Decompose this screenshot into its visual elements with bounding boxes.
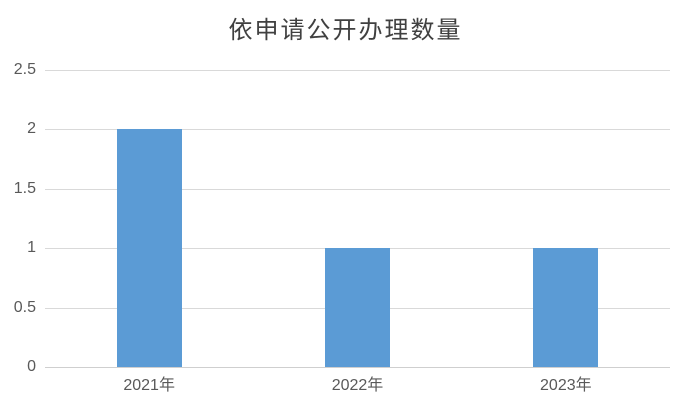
gridline — [45, 188, 670, 190]
y-tick-label: 1.5 — [13, 179, 36, 197]
x-tick-label: 2022年 — [331, 377, 384, 394]
bar-2022年 — [325, 248, 390, 367]
plot-area — [45, 70, 670, 368]
y-tick-label: 1 — [27, 239, 36, 257]
y-tick-label: 2.5 — [13, 61, 36, 78]
bar-2021年 — [116, 129, 182, 367]
y-tick-label: 0.5 — [13, 298, 36, 316]
x-axis: 2021年 2022年 2023年 — [45, 376, 670, 398]
y-tick-label: 0 — [27, 358, 36, 375]
y-tick-label: 2 — [27, 120, 36, 138]
gridline — [45, 70, 670, 71]
y-axis: 0 0.5 1 1.5 2 2.5 — [0, 62, 36, 375]
gridline — [45, 129, 670, 131]
bar-2023年 — [533, 248, 599, 367]
x-tick-label: 2023年 — [540, 377, 592, 394]
chart-title: 依申请公开办理数量 — [228, 18, 463, 44]
x-tick-label: 2021年 — [123, 377, 175, 394]
